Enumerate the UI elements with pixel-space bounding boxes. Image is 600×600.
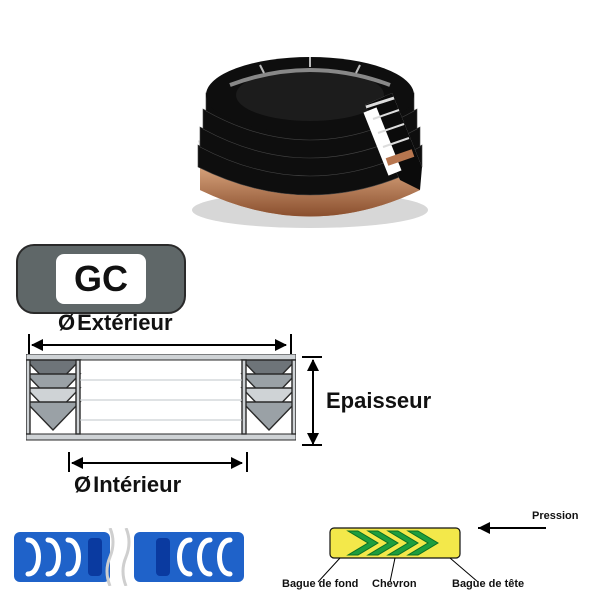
arrow-interior [72,462,242,464]
product-code-badge: GC [16,244,186,314]
tick [302,444,322,446]
label-bague-tete: Bague de tête [452,578,524,590]
label-bague-fond: Bague de fond [282,578,358,590]
label-exterior: Ø Extérieur [58,310,173,336]
tick [290,334,292,354]
label-chevron: Chevron [372,578,417,590]
cross-section-svg [26,354,296,454]
label-interior: Ø Intérieur [74,472,181,498]
label-thickness: Epaisseur [326,388,431,414]
product-ring-image [170,15,450,240]
cross-section-diagram: Ø Extérieur [14,314,434,504]
tick [246,452,248,472]
product-code: GC [74,258,128,300]
badge-inner: GC [56,254,146,304]
arrow-exterior [32,344,286,346]
tick [68,452,70,472]
legend: Pression Bague de fond Chevron Bague de … [300,502,590,590]
tick [28,334,30,354]
label-pression: Pression [532,510,578,522]
arrow-thickness [312,360,314,444]
tick [302,356,322,358]
blue-cutaway [14,528,244,586]
